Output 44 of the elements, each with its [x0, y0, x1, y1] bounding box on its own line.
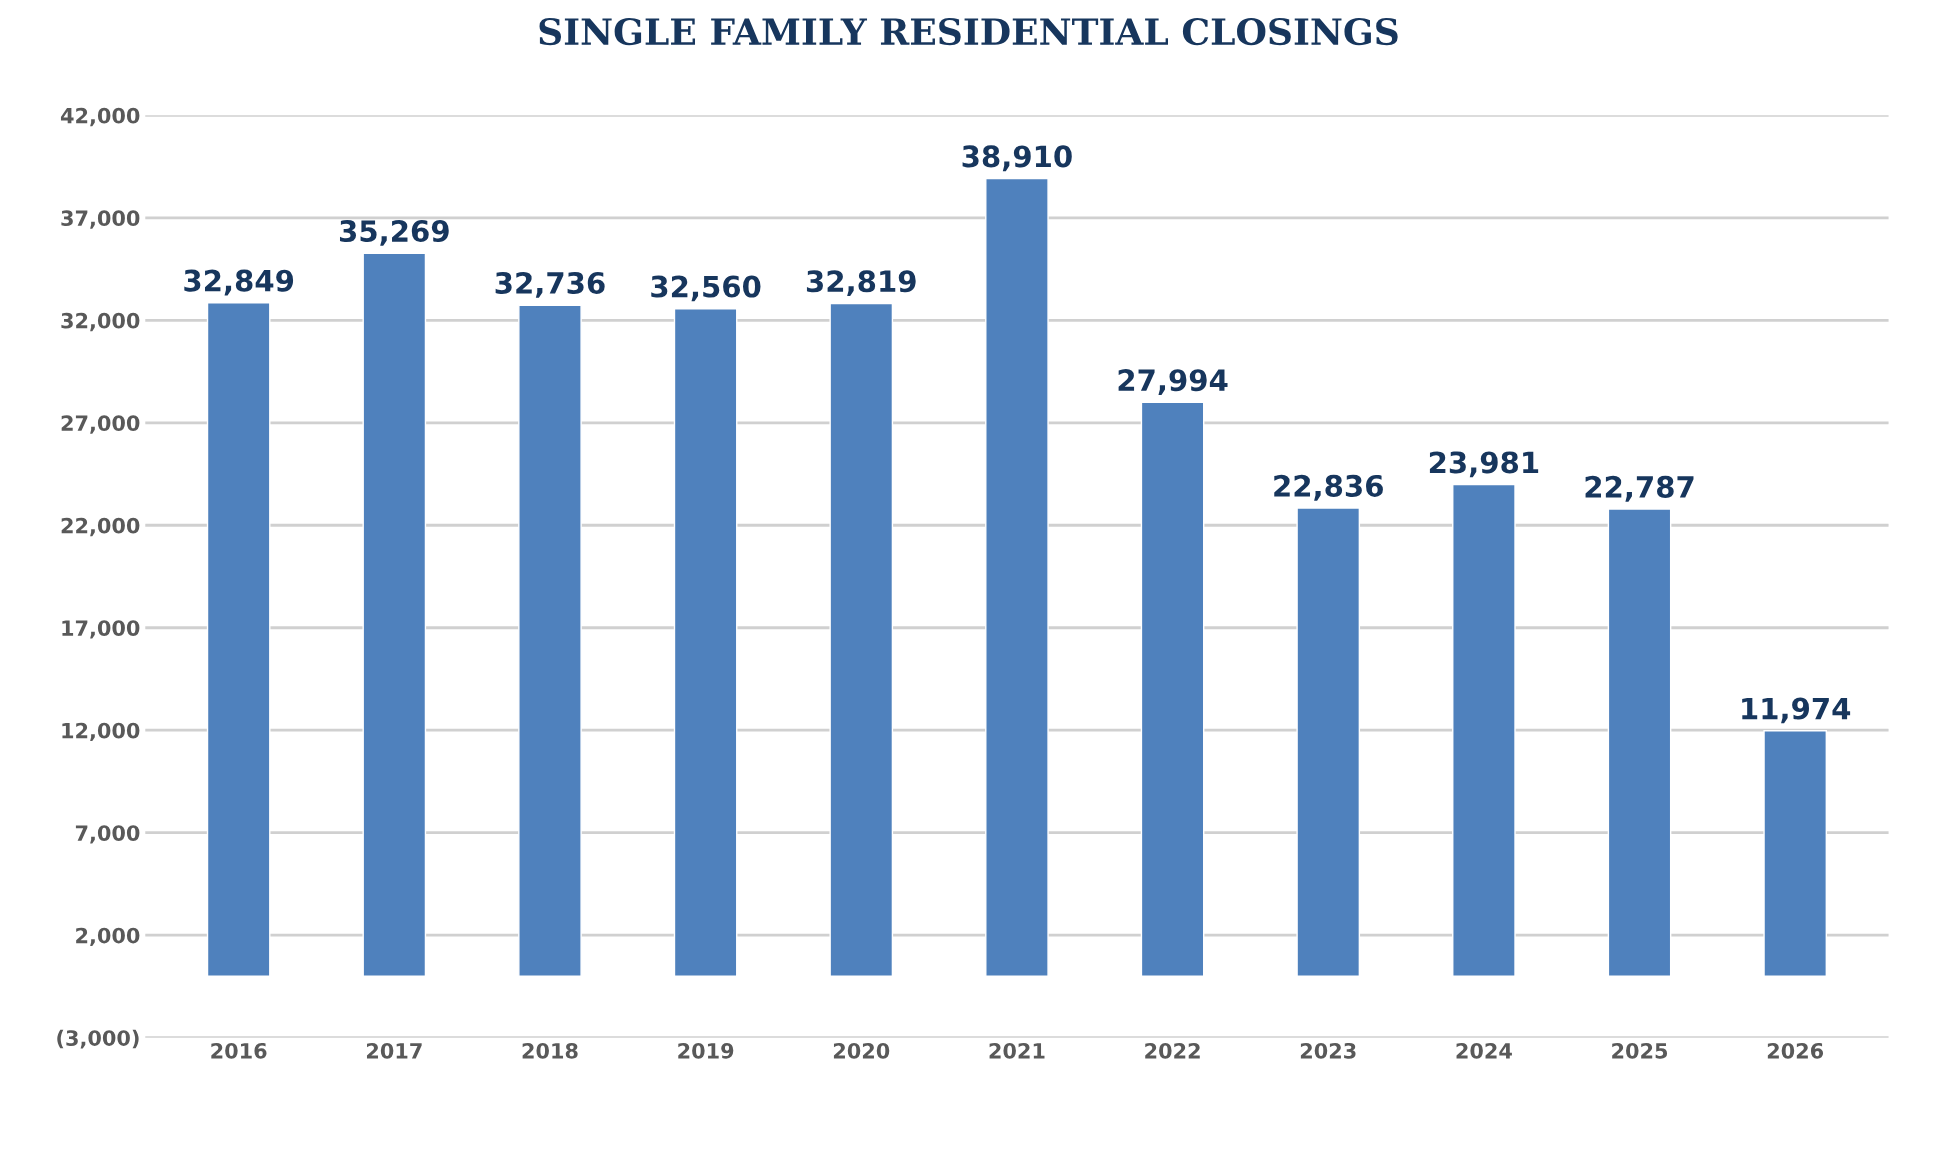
bar	[673, 308, 738, 977]
bar	[1763, 730, 1828, 977]
data-label: 22,787	[1585, 475, 1694, 502]
bar	[518, 304, 582, 977]
data-label: 11,974	[1742, 697, 1851, 724]
data-label: 32,736	[495, 271, 605, 298]
x-tick-label: 2021	[989, 1042, 1045, 1059]
x-tick-label: 2023	[1300, 1042, 1356, 1059]
bar	[1296, 507, 1361, 977]
data-label: 23,981	[1429, 451, 1539, 478]
x-tick-label: 2016	[211, 1042, 267, 1059]
data-label: 32,819	[806, 270, 916, 297]
y-tick-label: 42,000	[60, 107, 140, 127]
data-label: 22,836	[1274, 474, 1383, 501]
x-tick-label: 2026	[1767, 1042, 1824, 1059]
x-tick-label: 2024	[1456, 1042, 1512, 1059]
y-tick-label: (3,000)	[57, 1029, 139, 1049]
data-label: 32,560	[651, 275, 761, 302]
chart-title: SINGLE FAMILY RESIDENTIAL CLOSINGS	[539, 17, 1398, 46]
y-tick-label: 12,000	[62, 722, 140, 742]
y-tick-label: 27,000	[61, 415, 140, 434]
x-tick-label: 2025	[1612, 1042, 1668, 1059]
data-label: 35,269	[339, 220, 449, 246]
y-tick-label: 7,000	[75, 825, 140, 844]
y-tick-label: 37,000	[61, 210, 140, 229]
y-tick-label: 17,000	[62, 620, 140, 639]
x-tick-label: 2020	[833, 1042, 890, 1059]
x-tick-label: 2017	[366, 1042, 422, 1059]
data-label: 27,994	[1118, 369, 1228, 395]
bar	[1607, 508, 1672, 977]
bar	[1140, 401, 1205, 977]
x-tick-label: 2022	[1145, 1042, 1200, 1059]
bar	[362, 252, 427, 977]
bar	[1452, 483, 1516, 977]
y-tick-label: 22,000	[61, 517, 140, 537]
data-label: 38,910	[962, 145, 1072, 172]
bar	[985, 177, 1049, 977]
y-tick-label: 32,000	[61, 312, 140, 332]
x-tick-label: 2018	[522, 1042, 578, 1059]
bar	[206, 302, 271, 977]
x-tick-label: 2019	[678, 1042, 734, 1059]
data-label: 32,849	[184, 269, 294, 296]
y-tick-label: 2,000	[76, 927, 140, 947]
bar	[829, 302, 894, 977]
